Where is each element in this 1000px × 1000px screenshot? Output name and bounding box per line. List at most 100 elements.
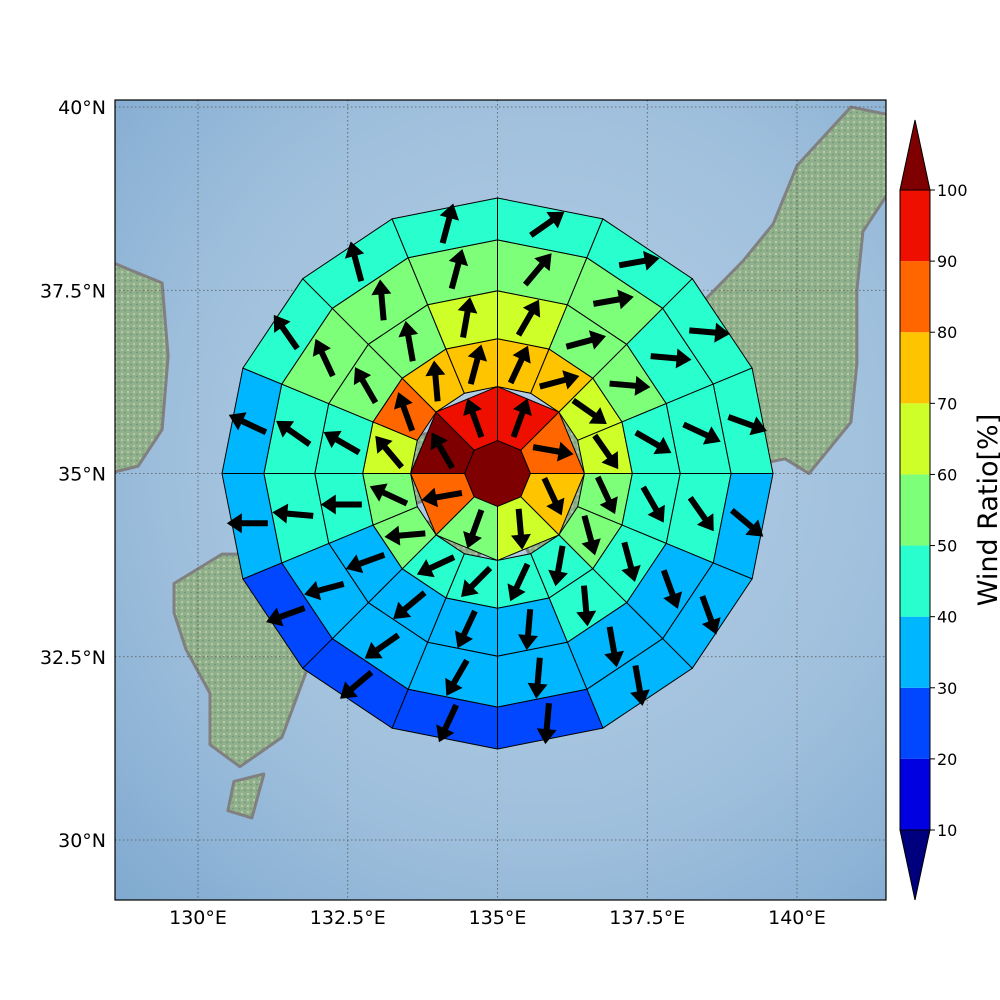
colorbar-tick-label: 30 <box>937 679 957 698</box>
wind-arrow <box>344 241 365 282</box>
wind-arrow <box>507 345 531 385</box>
lon-tick-label: 132.5°E <box>310 907 386 929</box>
colorbar-ticks: 10 20 30 40 50 60 70 80 90 100 <box>930 181 968 840</box>
colorbar-segment <box>900 616 930 688</box>
lon-tick-label: 135°E <box>469 907 527 929</box>
wind-arrow <box>604 626 624 668</box>
wind-arrow <box>448 249 469 290</box>
wind-arrow <box>640 485 665 523</box>
wind-arrow <box>510 398 532 439</box>
wind-arrow <box>539 370 580 390</box>
colorbar-tick-label: 50 <box>937 537 957 556</box>
wind-arrow <box>353 367 379 405</box>
wind-arrow <box>445 658 470 696</box>
colorbar-segment <box>900 190 930 262</box>
colorbar-extend-max <box>899 119 931 191</box>
wind-arrows <box>226 203 767 745</box>
latitude-ticks: 30°N 32.5°N 35°N 37.5°N 40°N <box>40 97 106 852</box>
colorbar-tick-label: 90 <box>937 252 957 271</box>
colorbar-tick-label: 80 <box>937 323 957 342</box>
wind-arrow <box>536 703 557 745</box>
wind-arrow <box>529 211 565 238</box>
wind-arrow <box>375 435 404 470</box>
colorbar-tick-label: 70 <box>937 394 957 413</box>
wind-arrow <box>384 525 426 546</box>
map-frame <box>114 99 887 901</box>
wind-arrow <box>576 585 597 627</box>
wind-arrow <box>461 565 493 598</box>
wind-arrow <box>510 508 531 550</box>
colorbar-extend-min <box>899 829 931 901</box>
wind-arrow <box>541 477 565 516</box>
colorbar-outline <box>899 189 931 831</box>
wind-arrow <box>304 580 345 601</box>
lat-tick-label: 32.5°N <box>40 647 106 669</box>
colorbar-segment <box>900 403 930 475</box>
wind-arrow <box>457 297 478 339</box>
colorbar-segment <box>900 261 930 333</box>
wind-arrow <box>507 562 531 602</box>
lat-tick-label: 35°N <box>58 464 106 486</box>
wind-arrow <box>515 299 541 337</box>
wind-arrow <box>630 664 650 706</box>
colorbar-segment <box>900 758 930 830</box>
wind-arrow <box>650 348 692 369</box>
land-korea <box>115 263 169 472</box>
wind-arrow <box>312 338 336 378</box>
wind-arrow <box>436 703 459 743</box>
lat-tick-label: 40°N <box>58 97 106 119</box>
wind-arrow <box>527 657 548 699</box>
wind-arrow <box>660 569 683 609</box>
wind-ratio-sectors <box>221 197 774 750</box>
colorbar-segment <box>900 545 930 617</box>
wind-arrow <box>320 494 362 515</box>
colorbar-tick-label: 100 <box>937 181 968 200</box>
wind-arrow <box>364 632 401 659</box>
wind-arrow <box>634 429 672 455</box>
colorbar-segment <box>900 332 930 404</box>
colorbar-tick-label: 40 <box>937 608 957 627</box>
wind-arrow <box>548 545 568 587</box>
wind-arrow <box>699 595 721 635</box>
wind-arrow <box>565 330 606 350</box>
wind-arrow <box>369 483 409 507</box>
wind-arrow <box>340 670 374 699</box>
wind-arrow <box>345 552 386 574</box>
wind-arrow <box>393 590 427 619</box>
wind-arrow <box>618 250 660 271</box>
wind-arrow <box>518 609 538 651</box>
wind-arrow <box>454 609 478 649</box>
wind-arrow <box>467 344 488 385</box>
wind-arrow <box>371 279 392 321</box>
wind-arrow <box>689 322 731 343</box>
wind-arrow <box>398 320 419 362</box>
lon-tick-label: 130°E <box>169 907 227 929</box>
wind-arrow <box>571 397 607 424</box>
longitude-ticks: 130°E 132.5°E 135°E 137.5°E 140°E <box>169 907 826 929</box>
wind-arrow <box>430 432 455 470</box>
wind-arrow <box>393 392 416 432</box>
colorbar-tick-label: 60 <box>937 465 957 484</box>
wind-arrow <box>425 360 446 402</box>
wind-arrow <box>727 414 767 436</box>
wind-arrow <box>581 515 601 556</box>
wind-arrow <box>592 289 634 310</box>
coastline-tanegashima <box>226 772 266 820</box>
wind-arrow <box>682 421 721 445</box>
wind-arrow <box>323 430 361 456</box>
coastline-korea <box>115 262 170 474</box>
colorbar-tick-label: 20 <box>937 750 957 769</box>
lon-tick-label: 140°E <box>768 907 826 929</box>
wind-arrow <box>609 375 651 396</box>
wind-arrow <box>273 314 300 351</box>
wind-arrow <box>463 508 485 549</box>
wind-arrow <box>276 420 312 447</box>
wind-arrow <box>729 508 764 537</box>
wind-arrow <box>687 495 714 532</box>
wind-arrow <box>439 203 460 244</box>
wind-arrow <box>532 441 574 462</box>
colorbar-tick-label: 10 <box>937 821 957 840</box>
wind-arrow <box>463 398 485 439</box>
wind-arrow <box>522 253 552 287</box>
